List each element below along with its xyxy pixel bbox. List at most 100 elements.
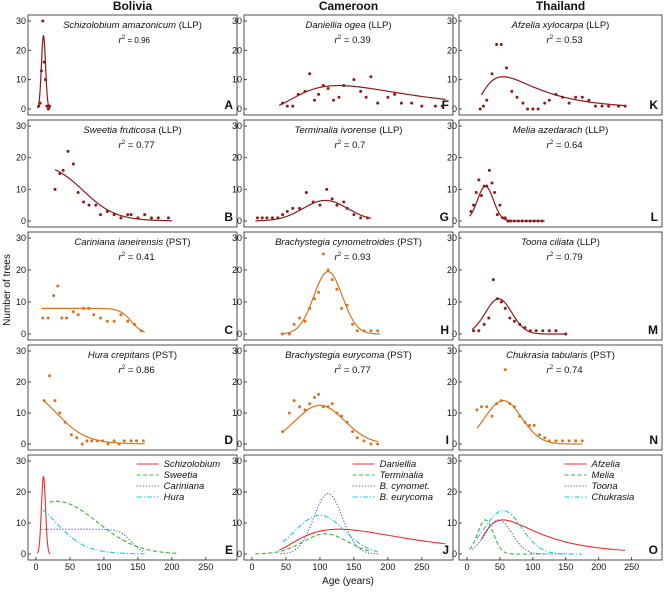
r-squared-symbol: r bbox=[335, 365, 339, 376]
data-point bbox=[526, 107, 530, 111]
panel-frame bbox=[458, 231, 663, 341]
r-squared-value: = 0.86 bbox=[125, 365, 154, 376]
data-point bbox=[564, 332, 568, 336]
r-squared-symbol: r bbox=[119, 252, 123, 263]
x-tick-label: 0 bbox=[33, 562, 38, 572]
legend-label: Schizolobium bbox=[164, 459, 221, 470]
r-squared-value: = 0.96 bbox=[125, 36, 150, 45]
r-squared: r2 = 0.53 bbox=[547, 34, 583, 46]
data-point bbox=[52, 294, 56, 298]
data-point bbox=[326, 86, 330, 90]
y-tick-label: 10 bbox=[16, 75, 26, 85]
species-name: Brachystegia eurycoma bbox=[285, 350, 384, 361]
data-point bbox=[119, 313, 123, 317]
y-tick-label: 30 bbox=[232, 121, 242, 131]
data-point bbox=[112, 319, 116, 323]
y-tick-label: 20 bbox=[16, 377, 26, 387]
data-point bbox=[475, 408, 479, 412]
data-point bbox=[503, 306, 507, 310]
r-squared-exponent: 2 bbox=[122, 34, 126, 41]
data-point bbox=[493, 191, 497, 194]
data-point bbox=[487, 168, 491, 172]
y-tick-label: 20 bbox=[447, 153, 457, 163]
y-tick-label: 0 bbox=[237, 549, 242, 559]
r-squared-exponent: 2 bbox=[122, 364, 126, 371]
data-point bbox=[498, 203, 502, 207]
fitted-curve bbox=[280, 270, 380, 335]
legend-label: Terminalia bbox=[380, 470, 423, 481]
x-tick-label: 0 bbox=[249, 562, 254, 572]
data-point bbox=[567, 101, 571, 105]
species-group: (LLP) bbox=[582, 125, 608, 136]
data-point bbox=[472, 329, 476, 333]
data-point bbox=[567, 439, 571, 443]
summary-curve bbox=[255, 533, 372, 555]
panel-letter: C bbox=[224, 323, 233, 337]
panel-frame bbox=[27, 344, 238, 451]
data-point bbox=[479, 405, 483, 409]
r-squared: r2 = 0.77 bbox=[119, 139, 155, 151]
legend-label: B. cynomet. bbox=[380, 481, 430, 492]
column-title: Cameroon bbox=[319, 0, 378, 13]
panel-letter: E bbox=[225, 543, 233, 557]
y-tick-label: 20 bbox=[16, 487, 26, 497]
x-tick-label: 200 bbox=[591, 562, 606, 572]
data-point bbox=[298, 316, 302, 320]
data-point bbox=[304, 191, 308, 194]
data-point bbox=[485, 98, 489, 102]
data-point bbox=[536, 107, 540, 111]
species-group: (PST) bbox=[394, 237, 421, 248]
x-tick-label: 100 bbox=[525, 562, 540, 572]
panel-letter: J bbox=[442, 543, 449, 557]
data-point bbox=[129, 439, 133, 443]
y-tick-label: 30 bbox=[447, 121, 457, 131]
data-point bbox=[490, 72, 494, 76]
y-tick-label: 20 bbox=[232, 487, 242, 497]
data-point bbox=[541, 329, 545, 333]
legend-label: Toona bbox=[592, 481, 618, 492]
data-point bbox=[580, 439, 584, 443]
y-tick-label: 10 bbox=[16, 297, 26, 307]
data-point bbox=[351, 322, 355, 326]
panel-letter: O bbox=[649, 543, 658, 557]
x-tick-label: 250 bbox=[198, 562, 213, 572]
data-point bbox=[99, 316, 103, 320]
y-tick-label: 10 bbox=[232, 518, 242, 528]
y-tick-label: 10 bbox=[16, 184, 26, 194]
y-tick-label: 30 bbox=[232, 16, 242, 26]
panel-letter: F bbox=[442, 98, 449, 112]
data-point bbox=[105, 319, 109, 323]
data-point bbox=[330, 197, 334, 201]
data-point bbox=[512, 319, 516, 323]
data-point bbox=[490, 181, 494, 185]
legend-label: Hura bbox=[164, 492, 185, 503]
data-point bbox=[82, 200, 86, 204]
x-axis-label: Age (years) bbox=[322, 576, 374, 587]
y-tick-label: 0 bbox=[452, 439, 457, 449]
data-point bbox=[503, 368, 507, 372]
data-point bbox=[369, 329, 373, 333]
species-name: Afzelia xylocarpa bbox=[511, 20, 584, 31]
data-point bbox=[312, 396, 316, 399]
y-tick-label: 30 bbox=[16, 233, 26, 243]
data-point bbox=[143, 213, 147, 217]
data-point bbox=[587, 98, 591, 102]
data-point bbox=[291, 206, 295, 210]
data-point bbox=[554, 439, 558, 443]
y-tick-label: 30 bbox=[16, 346, 26, 356]
y-tick-label: 30 bbox=[16, 121, 26, 131]
data-point bbox=[56, 284, 60, 288]
y-tick-label: 0 bbox=[21, 216, 26, 226]
r-squared-value: = 0.53 bbox=[553, 35, 582, 46]
data-point bbox=[321, 252, 325, 256]
y-tick-label: 10 bbox=[232, 75, 242, 85]
data-point bbox=[71, 162, 75, 166]
r-squared: r2 = 0.93 bbox=[335, 251, 371, 263]
r-squared-exponent: 2 bbox=[550, 139, 554, 146]
data-point bbox=[505, 66, 509, 70]
panel-species-title: Brachystegia cynometroides (PST) bbox=[275, 237, 422, 248]
y-tick-label: 20 bbox=[232, 265, 242, 275]
x-tick-label: 50 bbox=[281, 562, 291, 572]
y-tick-label: 0 bbox=[452, 549, 457, 559]
